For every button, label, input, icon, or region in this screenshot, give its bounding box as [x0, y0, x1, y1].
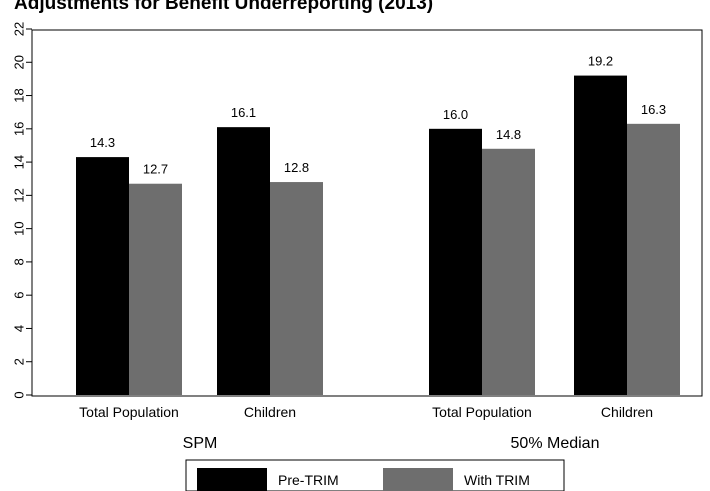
- data-label: 12.7: [143, 162, 168, 177]
- bar-with-trim: [270, 182, 323, 395]
- y-tick-label: 2: [11, 358, 26, 365]
- bar-with-trim: [129, 183, 182, 395]
- data-label: 12.8: [284, 160, 309, 175]
- group-label: SPM: [183, 435, 218, 452]
- data-label: 16.3: [641, 102, 666, 117]
- group-labels: SPM 50% Median: [183, 435, 600, 452]
- y-tick-label: 6: [11, 292, 26, 299]
- data-label: 16.1: [231, 105, 256, 120]
- category-labels: Total Population Children Total Population…: [79, 404, 653, 420]
- y-axis: 0 2 4 6 8 10 12 14 16 18 20 22: [11, 22, 32, 399]
- legend-label: Pre-TRIM: [278, 472, 339, 488]
- category-label: Total Population: [432, 404, 532, 420]
- data-label: 14.8: [496, 127, 521, 142]
- legend-swatch: [383, 468, 453, 491]
- legend-label: With TRIM: [464, 472, 530, 488]
- y-tick-label: 12: [11, 188, 26, 202]
- category-label: Children: [244, 404, 296, 420]
- y-tick-label: 8: [11, 258, 26, 265]
- data-label: 16.0: [443, 107, 468, 122]
- bar-pre-trim: [217, 127, 270, 396]
- category-label: Children: [601, 404, 653, 420]
- bars: [76, 75, 680, 396]
- plot-frame: [31, 29, 703, 397]
- bar-pre-trim: [76, 157, 129, 395]
- bar-with-trim: [482, 148, 535, 395]
- y-tick-label: 4: [11, 325, 26, 332]
- data-labels: 14.3 12.7 16.1 12.8 16.0 14.8 19.2 16.3: [90, 54, 666, 177]
- y-tick-label: 16: [11, 122, 26, 136]
- y-tick-label: 0: [11, 391, 26, 398]
- chart-title: Adjustments for Benefit Underreporting (…: [14, 0, 433, 14]
- bar-pre-trim: [429, 128, 482, 395]
- bar-pre-trim: [574, 75, 627, 395]
- y-tick-label: 22: [11, 22, 26, 36]
- y-tick-label: 10: [11, 221, 26, 235]
- y-tick-label: 14: [11, 155, 26, 169]
- y-tick-label: 20: [11, 55, 26, 69]
- group-label: 50% Median: [511, 435, 600, 452]
- bar-with-trim: [627, 123, 680, 395]
- y-tick-label: 18: [11, 88, 26, 102]
- data-label: 14.3: [90, 135, 115, 150]
- category-label: Total Population: [79, 404, 179, 420]
- legend-swatch: [197, 468, 267, 491]
- data-label: 19.2: [588, 54, 613, 69]
- legend: Pre-TRIM With TRIM: [185, 459, 565, 491]
